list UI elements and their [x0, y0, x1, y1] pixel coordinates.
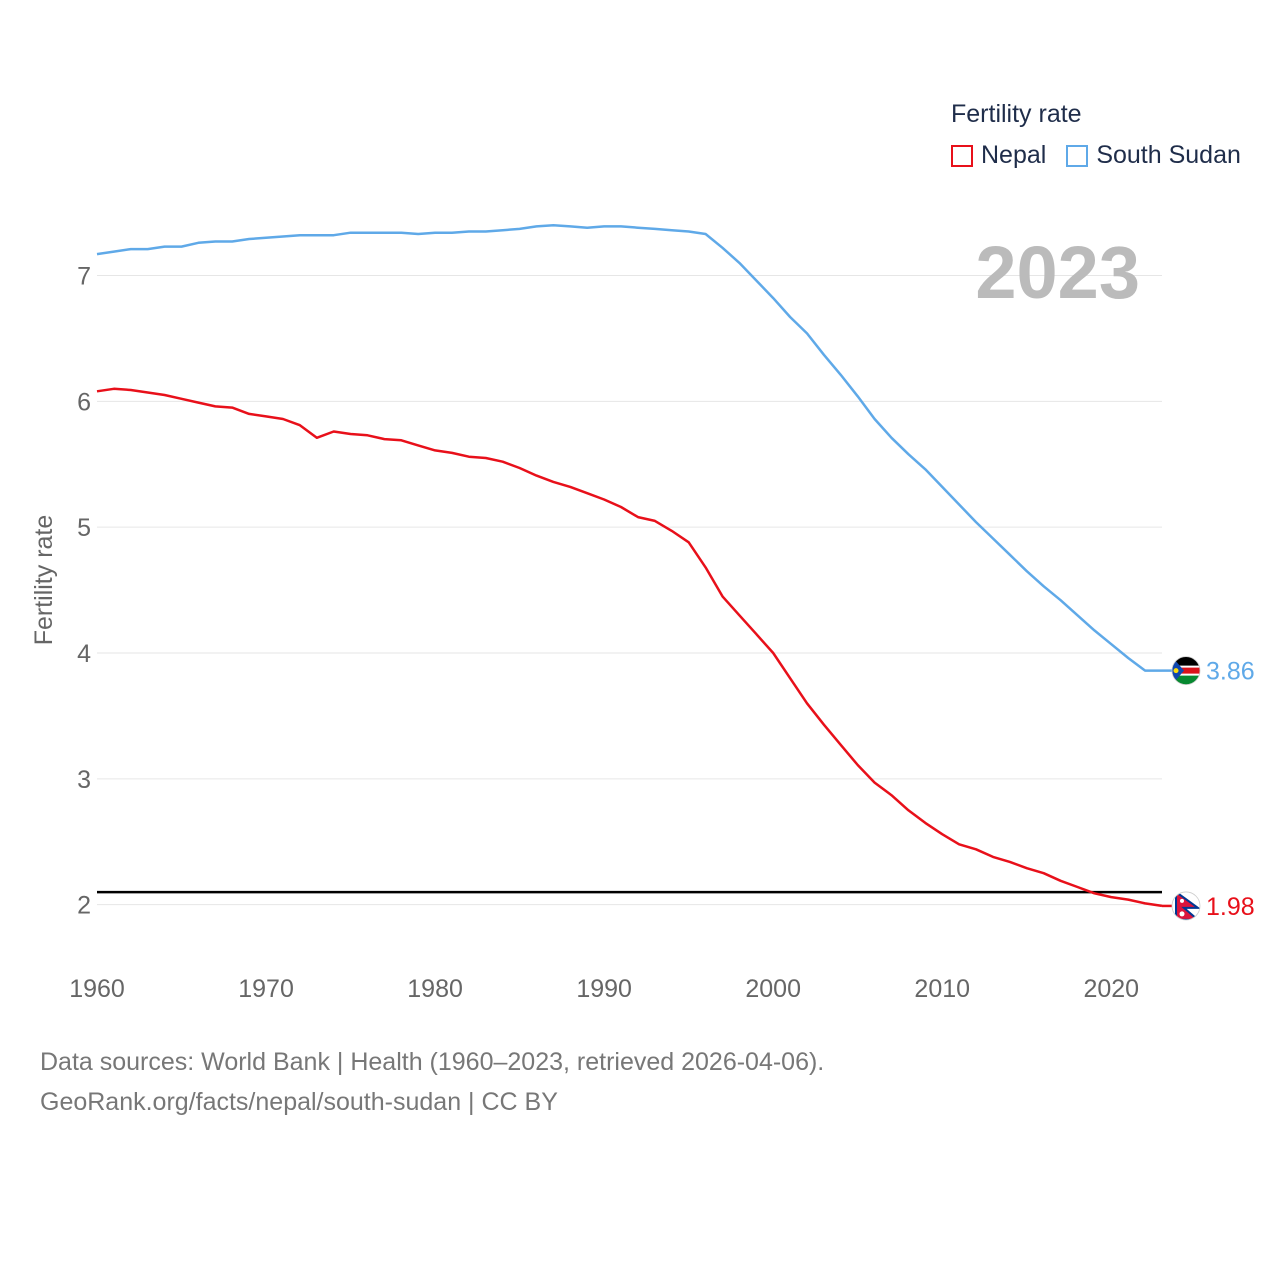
year-watermark: 2023 — [975, 231, 1140, 314]
y-axis-label: Fertility rate — [30, 515, 58, 646]
end-value-label-south-sudan: 3.86 — [1206, 658, 1255, 686]
x-axis-ticks: 1960 1970 1980 1990 2000 2010 2020 — [69, 975, 1139, 1003]
x-tick-label-2020: 2020 — [1083, 975, 1139, 1003]
legend-swatch-nepal — [951, 144, 973, 167]
y-tick-label-2: 2 — [77, 892, 91, 920]
legend-label-south-sudan: South Sudan — [1096, 141, 1241, 169]
y-axis-ticks: 2 3 4 5 6 7 — [77, 263, 91, 920]
legend-item-south-sudan[interactable]: South Sudan — [1066, 141, 1241, 170]
y-tick-label-3: 3 — [77, 766, 91, 794]
y-tick-label-6: 6 — [77, 388, 91, 416]
source-note: Data sources: World Bank | Health (1960–… — [40, 1042, 824, 1122]
legend-swatch-south-sudan — [1066, 144, 1089, 167]
legend-label-nepal: Nepal — [981, 141, 1047, 169]
source-line-1: Data sources: World Bank | Health (1960–… — [40, 1048, 825, 1076]
legend-item-nepal[interactable]: Nepal — [951, 141, 1046, 170]
legend: Fertility rate Nepal South Sudan — [951, 100, 1261, 170]
source-line-2[interactable]: GeoRank.org/facts/nepal/south-sudan | CC… — [40, 1088, 558, 1116]
series-line-nepal — [96, 387, 1163, 908]
y-tick-label-5: 5 — [77, 514, 91, 542]
x-tick-label-1970: 1970 — [238, 975, 294, 1003]
y-tick-label-4: 4 — [77, 640, 91, 668]
x-tick-label-1980: 1980 — [407, 975, 463, 1003]
flag-south-sudan-icon — [1171, 656, 1201, 686]
x-tick-label-1960: 1960 — [69, 975, 125, 1003]
series-line-south-sudan — [96, 223, 1162, 672]
gridlines — [97, 275, 1162, 906]
legend-items: Nepal South Sudan — [951, 141, 1261, 170]
x-tick-label-2000: 2000 — [745, 975, 801, 1003]
flag-nepal-icon — [1171, 891, 1201, 921]
x-tick-label-1990: 1990 — [576, 975, 632, 1003]
series-group — [96, 223, 1163, 908]
series-end-markers: 1.98 3.86 — [1162, 656, 1255, 921]
y-tick-label-7: 7 — [77, 263, 91, 291]
x-tick-label-2010: 2010 — [914, 975, 970, 1003]
end-value-label-nepal: 1.98 — [1206, 893, 1255, 921]
legend-title: Fertility rate — [951, 100, 1082, 128]
